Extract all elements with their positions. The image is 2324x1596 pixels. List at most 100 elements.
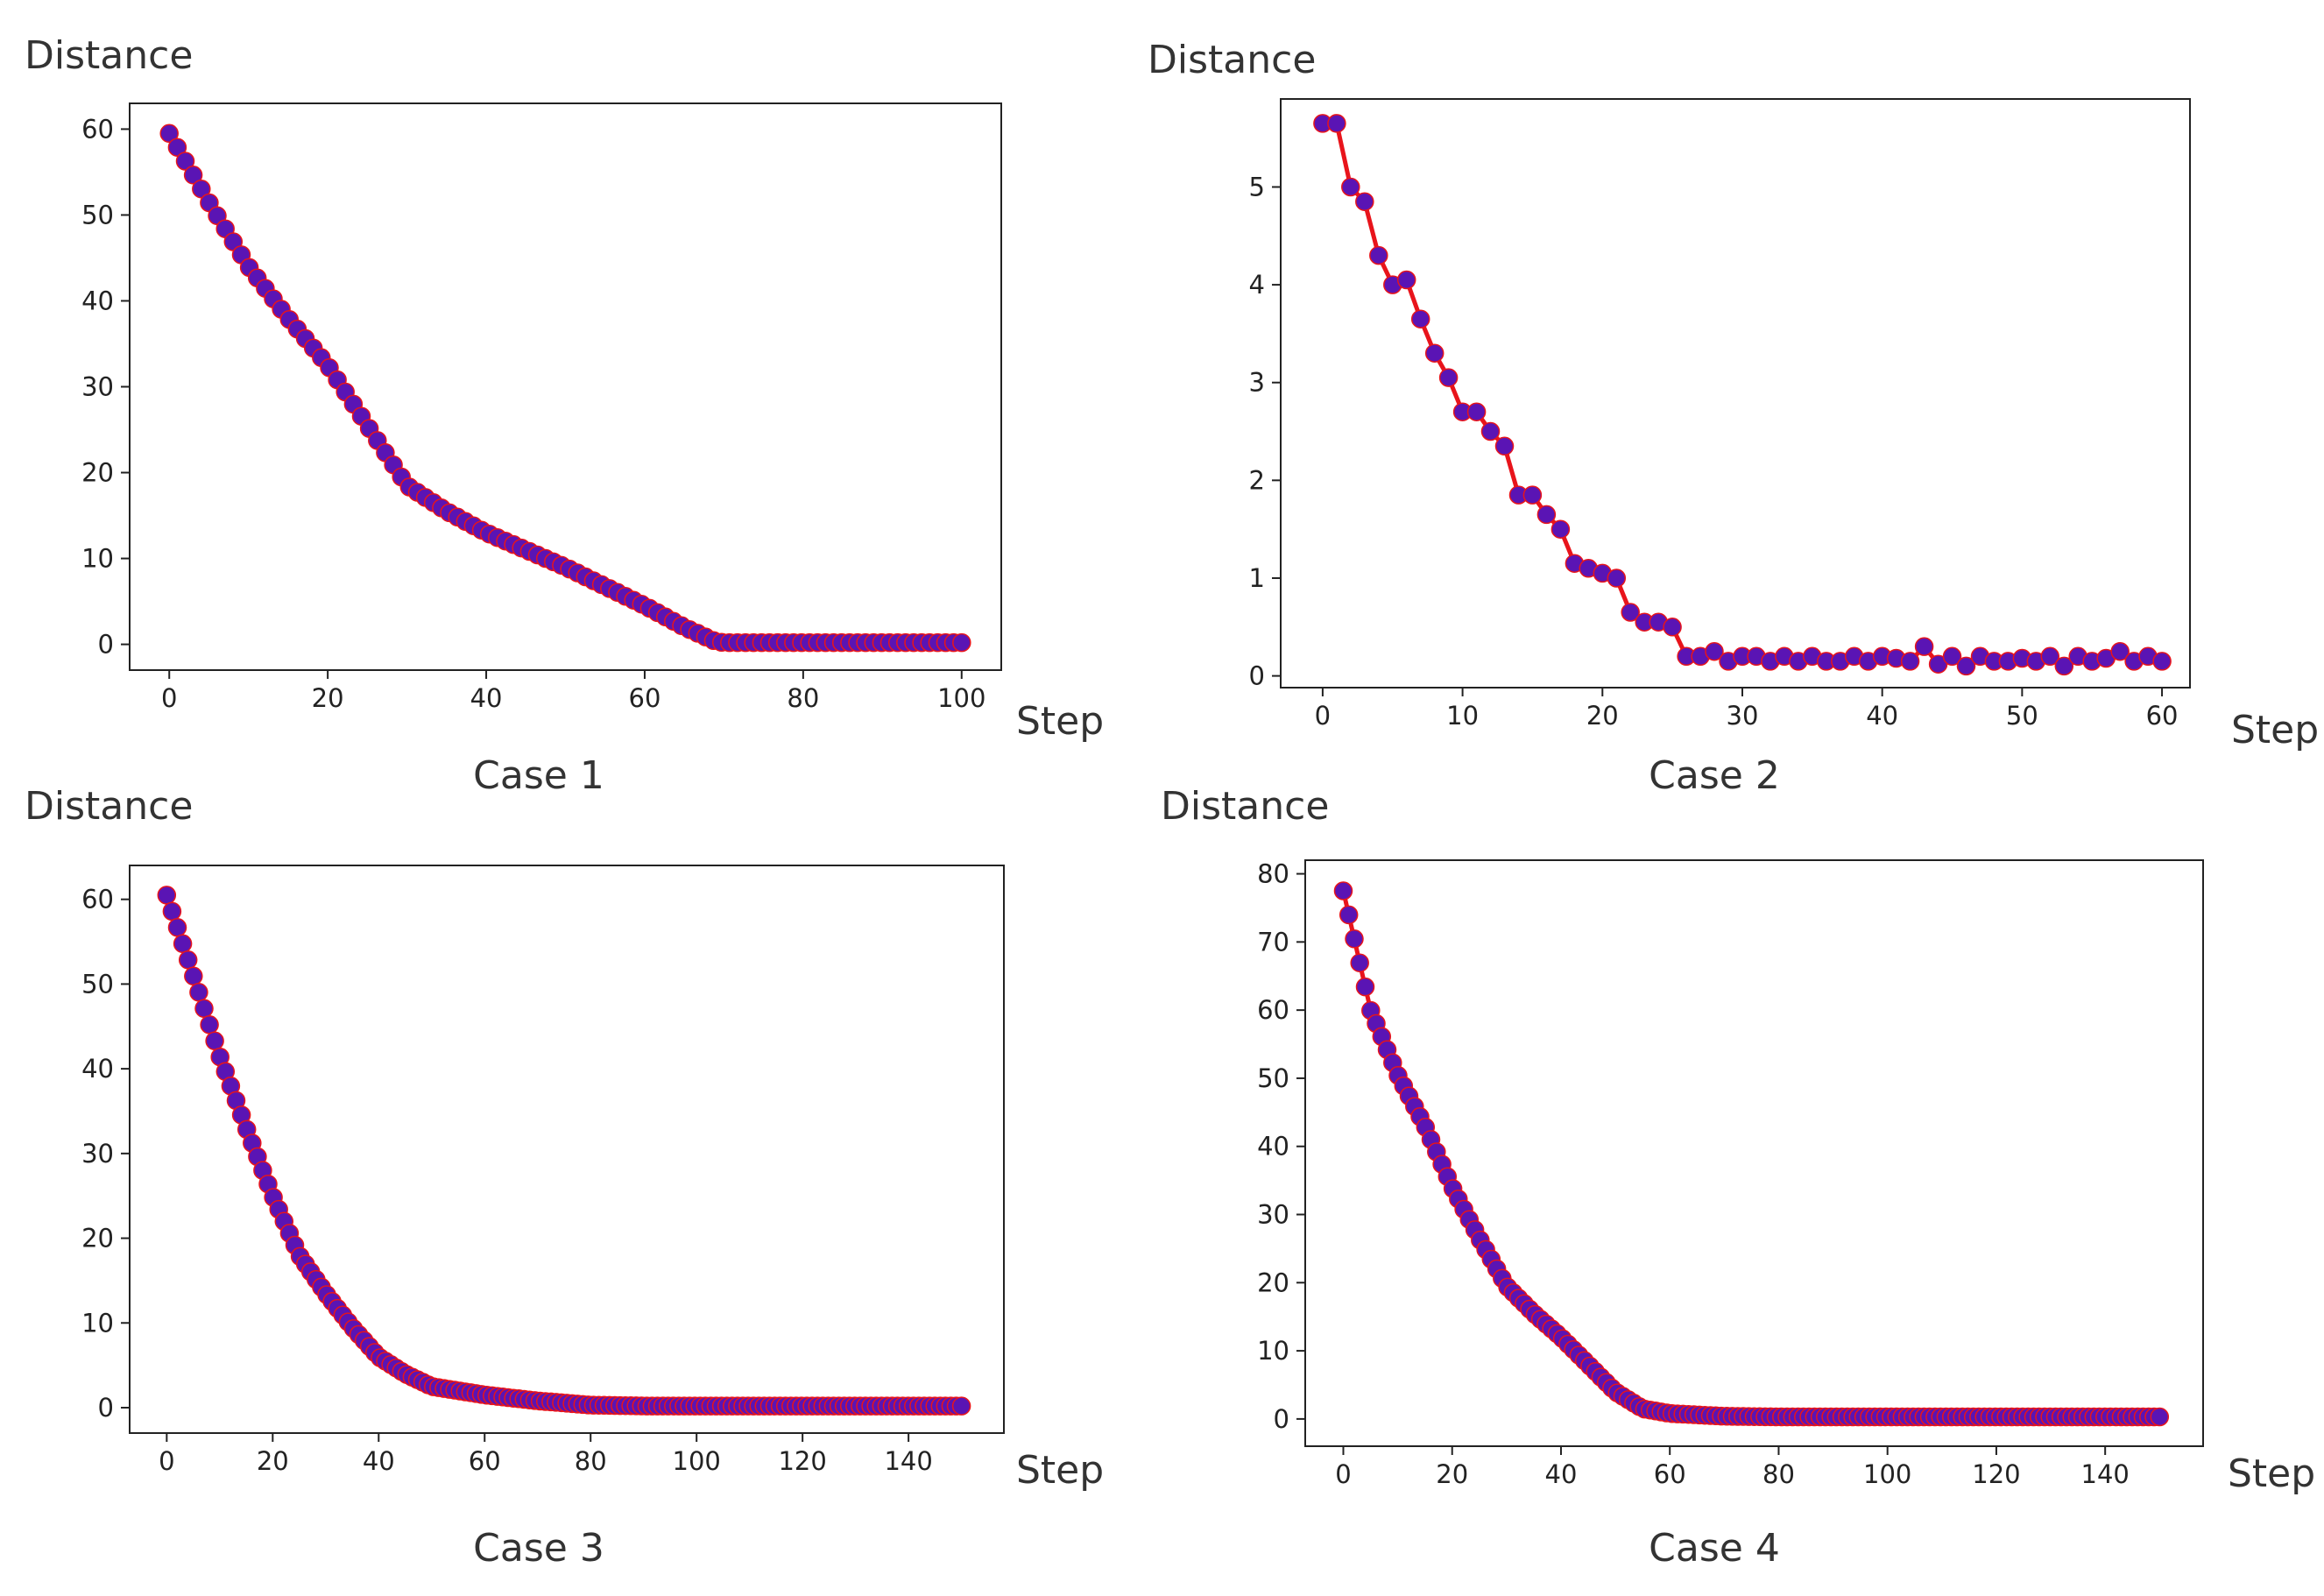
- data-point: [2040, 646, 2060, 667]
- x-tick-label: 140: [884, 1446, 932, 1476]
- data-point: [1424, 343, 1445, 363]
- x-tick-label: 120: [1972, 1459, 2020, 1489]
- y-tick-label: 5: [1249, 172, 1265, 201]
- data-point: [178, 950, 198, 970]
- y-tick-label: 40: [81, 286, 114, 315]
- data-point: [1396, 270, 1416, 290]
- data-point: [1341, 177, 1360, 197]
- y-tick-label: 0: [98, 630, 114, 660]
- data-point: [1339, 905, 1359, 925]
- y-tick-label: 30: [81, 372, 114, 402]
- series-line: [1341, 890, 2160, 1419]
- x-tick-label: 10: [1446, 701, 1479, 731]
- x-tick-label: 60: [629, 683, 661, 713]
- data-point: [1494, 436, 1515, 456]
- y-tick-label: 50: [1257, 1063, 1289, 1093]
- data-point: [1522, 485, 1543, 505]
- data-point: [2054, 656, 2074, 676]
- chart-panel-4: 0 20 40 60 80 100 120 140 0 10 20 30 40 50 60 70 80 Dista…: [1161, 784, 2315, 1571]
- x-tick-label: 80: [1762, 1459, 1795, 1489]
- x-axis-label: Step: [2228, 1451, 2315, 1496]
- chart-panel-3: 0 20 40 60 80 100 120 140 0 10 20 30 40 50 60 Distance S…: [25, 784, 1104, 1571]
- x-tick-label: 0: [159, 1446, 174, 1476]
- data-point: [952, 632, 971, 653]
- data-point: [167, 138, 187, 157]
- data-point: [1438, 368, 1459, 387]
- x-tick-label: 100: [1863, 1459, 1911, 1489]
- x-tick-label: 40: [470, 683, 503, 713]
- x-tick-label: 20: [1586, 701, 1619, 731]
- x-tick-label: 80: [787, 683, 819, 713]
- y-tick-label: 60: [1257, 995, 1289, 1025]
- data-point: [1410, 309, 1430, 328]
- y-tick-label: 20: [81, 1224, 114, 1253]
- plot-area-frame: [1304, 859, 2204, 1447]
- y-tick-label: 60: [81, 885, 114, 915]
- y-tick-label: 0: [1274, 1404, 1289, 1434]
- x-tick-label: 0: [161, 683, 177, 713]
- x-tick-label: 20: [1436, 1459, 1468, 1489]
- x-tick-label: 0: [1335, 1459, 1351, 1489]
- data-point: [951, 1396, 971, 1416]
- x-axis-label: Step: [2231, 708, 2319, 752]
- data-point: [1607, 568, 1627, 588]
- y-tick-label: 60: [81, 114, 114, 144]
- data-point: [1536, 505, 1557, 525]
- data-point: [1355, 192, 1374, 211]
- x-tick-label: 0: [1315, 701, 1331, 731]
- y-tick-label: 40: [81, 1054, 114, 1084]
- x-tick-label: 100: [937, 683, 985, 713]
- data-point: [159, 124, 179, 144]
- y-tick-label: 10: [1257, 1336, 1289, 1366]
- data-point: [173, 934, 193, 954]
- data-point: [1355, 977, 1375, 997]
- data-point: [1942, 646, 1962, 667]
- y-tick-label: 3: [1249, 368, 1265, 398]
- y-tick-label: 30: [1257, 1200, 1289, 1230]
- data-point: [1345, 929, 1364, 949]
- data-point: [1333, 881, 1353, 900]
- data-point: [1621, 603, 1640, 622]
- plot-area-frame: [129, 102, 1002, 671]
- chart-caption: Case 3: [473, 1526, 604, 1571]
- plot-area-frame: [1280, 98, 2191, 689]
- y-tick-label: 80: [1257, 859, 1289, 889]
- y-tick-label: 30: [81, 1139, 114, 1169]
- y-tick-label: 10: [81, 1308, 114, 1338]
- chart-panel-2: 0 10 20 30 40 50 60 0 1 2 3 4 5 Distance Step Case 2: [1148, 38, 2319, 798]
- data-point: [1466, 402, 1487, 421]
- data-point: [1327, 114, 1346, 133]
- y-tick-label: 50: [81, 200, 114, 230]
- data-point: [1551, 519, 1571, 539]
- data-point: [1900, 652, 1920, 671]
- y-tick-label: 20: [1257, 1268, 1289, 1297]
- x-tick-label: 40: [363, 1446, 395, 1476]
- data-point: [205, 1031, 224, 1051]
- y-tick-label: 40: [1257, 1132, 1289, 1162]
- chart-panel-1: 0 20 40 60 80 100 0 10 20 30 40 50 60 Distance Step Cas…: [25, 33, 1104, 798]
- data-point: [192, 179, 211, 199]
- y-tick-label: 0: [98, 1393, 114, 1423]
- y-axis-label: Distance: [25, 33, 193, 78]
- y-axis-label: Distance: [25, 784, 193, 829]
- x-tick-label: 30: [1727, 701, 1759, 731]
- data-point: [200, 1015, 219, 1035]
- data-point: [167, 918, 187, 937]
- x-tick-label: 40: [1866, 701, 1898, 731]
- x-tick-label: 60: [1654, 1459, 1686, 1489]
- data-point: [1350, 953, 1369, 972]
- y-tick-label: 1: [1249, 563, 1265, 593]
- data-point: [2152, 652, 2172, 671]
- x-axis-label: Step: [1016, 699, 1104, 744]
- y-tick-label: 0: [1249, 661, 1265, 691]
- series-line: [164, 894, 962, 1409]
- data-point: [189, 983, 208, 1002]
- plot-area-frame: [129, 865, 1005, 1434]
- data-point: [1369, 245, 1388, 265]
- data-point: [175, 152, 195, 171]
- y-tick-label: 10: [81, 544, 114, 574]
- data-point: [1705, 641, 1724, 661]
- data-point: [1480, 421, 1501, 441]
- series-line: [1322, 121, 2163, 668]
